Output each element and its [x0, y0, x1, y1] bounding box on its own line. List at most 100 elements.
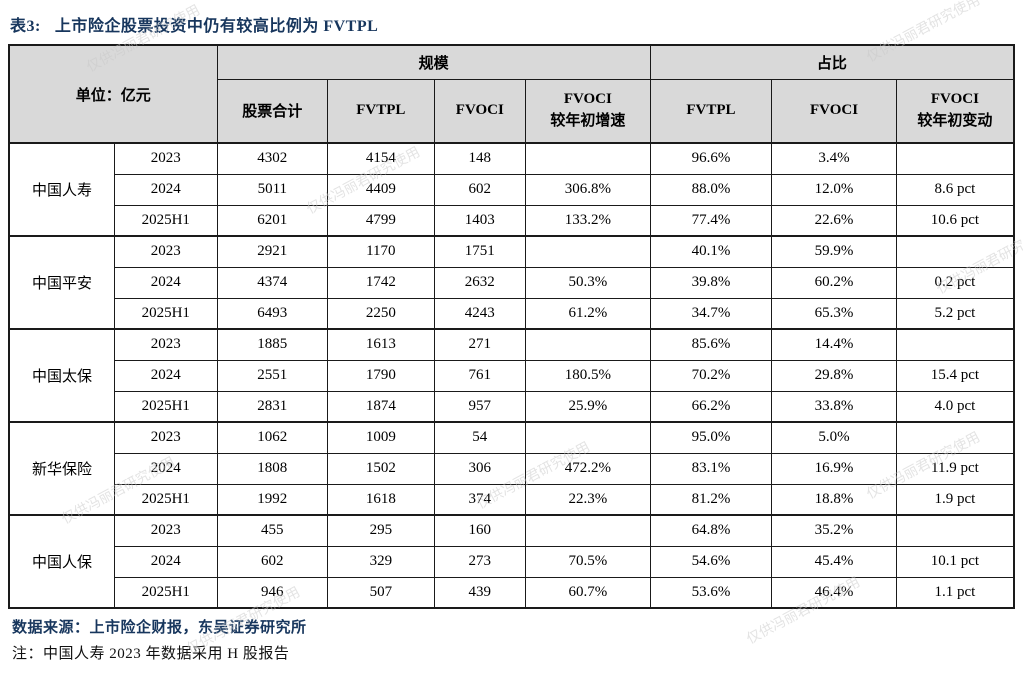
table-title-text: 上市险企股票投资中仍有较高比例为 FVTPL: [54, 18, 379, 35]
value-cell: 2632: [433, 266, 527, 299]
value-cell: 0.2 pct: [895, 266, 1015, 299]
value-cell: 88.0%: [649, 173, 773, 206]
table-row: 2025H1 6493 2250 4243 61.2% 34.7% 65.3% 5.2 pct: [9, 297, 1015, 330]
value-cell: 1.9 pct: [895, 483, 1015, 516]
value-cell: 81.2%: [649, 483, 773, 516]
value-cell: 50.3%: [525, 266, 651, 299]
value-cell: 2250: [327, 297, 435, 330]
value-cell: 1009: [327, 421, 435, 454]
column-header-line1: FVOCI: [930, 91, 979, 107]
table-row: 中国太保 2023 1885 1613 271 85.6% 14.4%: [8, 328, 1015, 423]
value-cell: 133.2%: [525, 204, 651, 237]
value-cell: 4154: [327, 142, 435, 175]
unit-header-cell: 单位：亿元: [8, 44, 218, 144]
value-cell: 14.4%: [771, 328, 897, 361]
value-cell: 1502: [327, 452, 435, 485]
column-header-stock-total: 股票合计: [216, 78, 329, 144]
value-cell: 472.2%: [525, 452, 651, 485]
value-cell: [525, 421, 651, 454]
value-cell: 95.0%: [649, 421, 773, 454]
table-row: 新华保险 2023 1062 1009 54 95.0% 5.0%: [8, 421, 1015, 516]
value-cell: [895, 514, 1015, 547]
value-cell: 2551: [216, 359, 329, 392]
value-cell: 54.6%: [649, 545, 773, 578]
value-cell: 4409: [327, 173, 435, 206]
table-footer: 数据来源：上市险企财报，东吴证券研究所 注：中国人寿 2023 年数据采用 H …: [8, 616, 1015, 666]
value-cell: 507: [327, 576, 435, 609]
value-cell: 61.2%: [525, 297, 651, 330]
year-cell: 2023: [114, 421, 218, 454]
year-cell: 2025H1: [114, 576, 218, 609]
table-title-number: 表3:: [10, 18, 41, 35]
value-cell: 46.4%: [771, 576, 897, 609]
value-cell: 11.9 pct: [895, 452, 1015, 485]
value-cell: [895, 235, 1015, 268]
value-cell: 39.8%: [649, 266, 773, 299]
table-row: 2024 2551 1790 761 180.5% 70.2% 29.8% 15.4 pct: [9, 359, 1015, 392]
table-row: 2024 5011 4409 602 306.8% 88.0% 12.0% 8.6 pct: [9, 173, 1015, 206]
value-cell: 70.5%: [525, 545, 651, 578]
value-cell: 306.8%: [525, 173, 651, 206]
value-cell: 12.0%: [771, 173, 897, 206]
company-name-cell: 新华保险: [8, 421, 116, 516]
year-cell: 2025H1: [114, 390, 218, 423]
value-cell: 1874: [327, 390, 435, 423]
value-cell: 70.2%: [649, 359, 773, 392]
year-cell: 2023: [114, 235, 218, 268]
value-cell: 22.6%: [771, 204, 897, 237]
value-cell: 83.1%: [649, 452, 773, 485]
value-cell: 16.9%: [771, 452, 897, 485]
value-cell: [895, 421, 1015, 454]
value-cell: 10.6 pct: [895, 204, 1015, 237]
value-cell: 2921: [216, 235, 329, 268]
value-cell: 1885: [216, 328, 329, 361]
year-cell: 2024: [114, 266, 218, 299]
value-cell: 53.6%: [649, 576, 773, 609]
column-header-line2: 较年初增速: [550, 112, 626, 129]
value-cell: 5.0%: [771, 421, 897, 454]
table-row: 中国人保 2023 455 295 160 64.8% 35.2%: [8, 514, 1015, 609]
year-cell: 2024: [114, 545, 218, 578]
value-cell: 160: [433, 514, 527, 547]
value-cell: 10.1 pct: [895, 545, 1015, 578]
value-cell: 1790: [327, 359, 435, 392]
value-cell: 1751: [433, 235, 527, 268]
value-cell: 4374: [216, 266, 329, 299]
value-cell: 6493: [216, 297, 329, 330]
value-cell: 77.4%: [649, 204, 773, 237]
value-cell: 60.2%: [771, 266, 897, 299]
value-cell: 957: [433, 390, 527, 423]
year-cell: 2025H1: [114, 297, 218, 330]
value-cell: 4243: [433, 297, 527, 330]
value-cell: 15.4 pct: [895, 359, 1015, 392]
value-cell: 54: [433, 421, 527, 454]
value-cell: 85.6%: [649, 328, 773, 361]
value-cell: 18.8%: [771, 483, 897, 516]
value-cell: 271: [433, 328, 527, 361]
value-cell: 1.1 pct: [895, 576, 1015, 609]
value-cell: 5.2 pct: [895, 297, 1015, 330]
value-cell: 4.0 pct: [895, 390, 1015, 423]
value-cell: [525, 328, 651, 361]
value-cell: 33.8%: [771, 390, 897, 423]
value-cell: 148: [433, 142, 527, 175]
year-cell: 2024: [114, 173, 218, 206]
value-cell: 180.5%: [525, 359, 651, 392]
value-cell: 6201: [216, 204, 329, 237]
value-cell: 946: [216, 576, 329, 609]
value-cell: 602: [216, 545, 329, 578]
table-row: 2025H1 946 507 439 60.7% 53.6% 46.4% 1.1 pct: [9, 576, 1015, 609]
column-header-line2: 较年初变动: [917, 112, 993, 129]
value-cell: [895, 328, 1015, 361]
table-row: 2025H1 1992 1618 374 22.3% 81.2% 18.8% 1.9 pct: [9, 483, 1015, 516]
value-cell: 374: [433, 483, 527, 516]
value-cell: 35.2%: [771, 514, 897, 547]
value-cell: 45.4%: [771, 545, 897, 578]
value-cell: 5011: [216, 173, 329, 206]
company-name-cell: 中国人寿: [8, 142, 116, 237]
table-row: 中国平安 2023 2921 1170 1751 40.1% 59.9%: [8, 235, 1015, 330]
table-row: 2024 1808 1502 306 472.2% 83.1% 16.9% 11.9 pct: [9, 452, 1015, 485]
value-cell: 8.6 pct: [895, 173, 1015, 206]
value-cell: 295: [327, 514, 435, 547]
